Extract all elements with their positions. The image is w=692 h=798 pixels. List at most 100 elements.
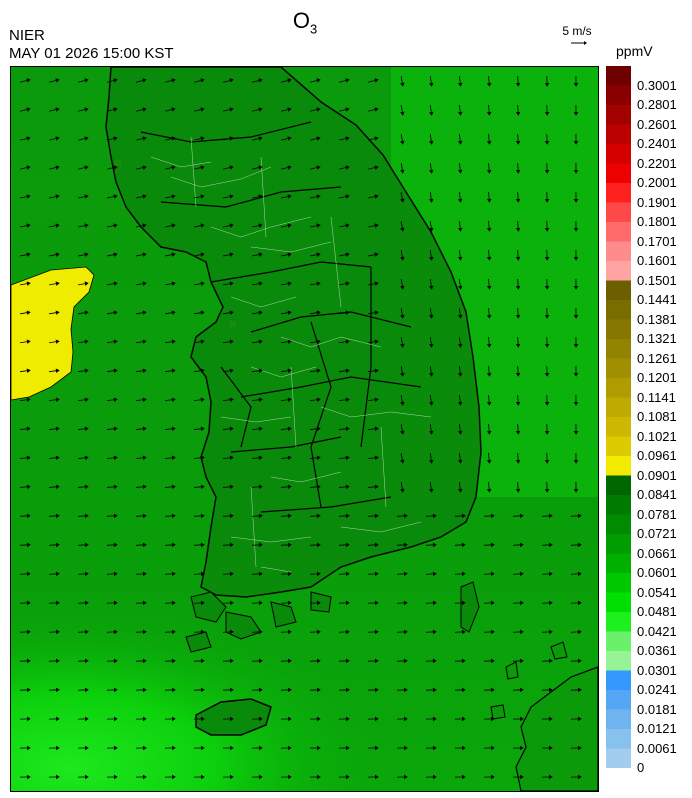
- wind-vector-head: [515, 198, 521, 203]
- colorbar-swatch: [606, 339, 631, 359]
- wind-vector-head: [229, 571, 234, 577]
- wind-vector-head: [26, 542, 31, 548]
- colorbar-swatch: [606, 300, 631, 320]
- wind-vector-head: [287, 281, 292, 286]
- colorbar-level-label: 0.0961: [637, 448, 677, 464]
- wind-vector-head: [287, 745, 292, 751]
- wind-vector-head: [457, 111, 463, 116]
- wind-vector-head: [258, 774, 263, 780]
- wind-vector-head: [287, 426, 292, 432]
- colorbar-swatch: [606, 241, 631, 262]
- wind-vector-head: [287, 368, 292, 373]
- wind-vector-head: [374, 658, 379, 664]
- wind-vector-head: [374, 484, 379, 490]
- wind-vector-head: [55, 397, 60, 402]
- wind-vector-head: [229, 281, 234, 286]
- wind-vector-head: [55, 629, 60, 635]
- wind-vector-head: [544, 343, 550, 348]
- wind-vector-head: [84, 600, 89, 606]
- wind-vector-head: [258, 223, 263, 228]
- colorbar-swatch: [606, 729, 631, 749]
- wind-vector-head: [142, 658, 147, 664]
- timestamp-label: MAY 01 2026 15:00 KST: [9, 45, 174, 62]
- wind-vector-head: [84, 426, 89, 432]
- wind-vector-head: [345, 658, 350, 664]
- colorbar-level-label: 0.2201: [637, 155, 677, 171]
- colorbar-level-label: 0.0841: [637, 487, 677, 503]
- wind-vector-head: [316, 716, 321, 722]
- wind-vector-head: [573, 372, 579, 377]
- wind-vector-head: [429, 140, 434, 145]
- wind-vector-head: [26, 368, 31, 373]
- wind-vector-head: [258, 658, 263, 664]
- wind-vector-head: [548, 542, 553, 548]
- wind-vector-head: [200, 136, 205, 141]
- wind-vector-head: [316, 629, 321, 635]
- wind-vector-head: [577, 542, 582, 548]
- wind-vector-head: [171, 78, 176, 83]
- wind-vector-head: [429, 314, 434, 319]
- wind-vector-head: [515, 430, 521, 435]
- wind-vector-head: [515, 256, 521, 261]
- wind-vector-head: [374, 426, 379, 432]
- wind-vector-head: [171, 658, 176, 664]
- wind-vector-head: [577, 716, 582, 722]
- wind-vector-head: [457, 285, 463, 290]
- wind-vector-head: [26, 716, 31, 722]
- wind-vector-head: [457, 430, 463, 435]
- wind-vector-head: [26, 571, 31, 577]
- wind-vector-head: [142, 165, 147, 170]
- colorbar-swatch: [606, 475, 631, 496]
- wind-vector-head: [287, 165, 292, 170]
- wind-vector-head: [287, 600, 292, 606]
- colorbar-level-label: 0.0481: [637, 604, 677, 620]
- colorbar-swatch: [606, 319, 631, 340]
- wind-vector-head: [229, 78, 234, 83]
- wind-vector-head: [171, 223, 176, 228]
- wind-vector-head: [84, 455, 89, 461]
- ozone-map[interactable]: [10, 66, 599, 792]
- wind-vector-head: [573, 198, 579, 203]
- wind-vector-head: [113, 542, 118, 548]
- wind-vector-head: [519, 571, 524, 577]
- wind-vector-head: [84, 658, 89, 664]
- wind-vector-head: [573, 111, 579, 116]
- wind-vector-head: [200, 716, 205, 722]
- wind-vector-head: [490, 513, 495, 519]
- wind-vector-head: [316, 339, 321, 344]
- wind-vector-head: [316, 165, 321, 170]
- wind-vector-head: [403, 571, 408, 577]
- colorbar-swatch: [606, 670, 631, 691]
- wind-vector-head: [229, 716, 234, 722]
- wind-vector-head: [26, 194, 31, 199]
- wind-vector-head: [55, 571, 60, 577]
- wind-vector-head: [171, 542, 176, 548]
- wind-vector-head: [287, 194, 292, 199]
- wind-vector-head: [287, 484, 292, 490]
- colorbar-level-label: 0.1601: [637, 253, 677, 269]
- wind-vector-head: [258, 194, 263, 199]
- wind-vector-head: [316, 252, 321, 257]
- wind-vector-head: [258, 107, 263, 112]
- colorbar-level-label: 0.1081: [637, 409, 677, 425]
- wind-vector-head: [258, 252, 263, 257]
- wind-vector-head: [490, 774, 495, 780]
- wind-vector-head: [577, 513, 582, 519]
- wind-vector-head: [229, 774, 234, 780]
- colorbar-level-label: 0.1261: [637, 350, 677, 366]
- wind-vector-head: [519, 600, 524, 606]
- wind-vector-head: [374, 455, 379, 461]
- colorbar-level-label: 0.1701: [637, 233, 677, 249]
- wind-vector-head: [374, 571, 379, 577]
- wind-vector-head: [486, 401, 492, 406]
- wind-vector-head: [113, 455, 118, 461]
- wind-vector-head: [345, 426, 350, 432]
- wind-vector-head: [345, 745, 350, 751]
- wind-vector-head: [345, 252, 350, 257]
- colorbar-level-label: 0.2401: [637, 136, 677, 152]
- wind-vector-head: [374, 687, 379, 693]
- wind-vector-head: [403, 687, 408, 693]
- wind-vector-head: [544, 169, 550, 174]
- wind-vector-head: [403, 629, 408, 635]
- wind-vector-head: [457, 169, 463, 174]
